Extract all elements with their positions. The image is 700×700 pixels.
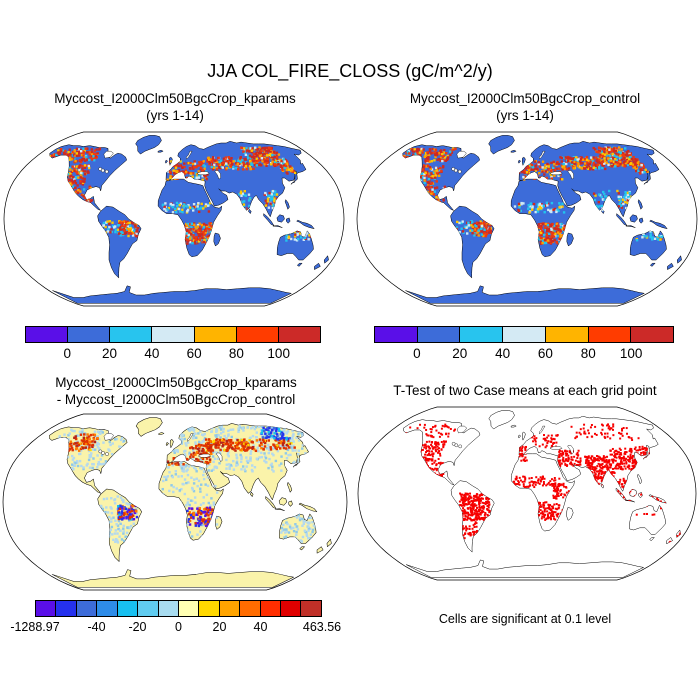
panel-title-bottom-left-line2: - Myccost_I2000Clm50BgcCrop_control	[56, 392, 296, 407]
colorbar-top-right: 0 20 40 60 80 100	[374, 326, 674, 362]
colorbar-top-left: 0 20 40 60 80 100	[25, 326, 321, 362]
panel-title-top-left-line2: (yrs 1-14)	[146, 108, 204, 123]
colorbar-segment	[587, 327, 631, 342]
colorbar-segment	[235, 327, 278, 342]
colorbar-tick-labels: 0 20 40 60 80 100	[25, 346, 321, 362]
colorbar-strip	[25, 326, 321, 343]
colorbar-segment	[177, 601, 199, 616]
colorbar-bottom-left: -1288.97 -40 -20 0 20 40 463.56	[10, 600, 341, 636]
map-bottom-left-difference	[2, 413, 348, 591]
panel-title-top-right-line2: (yrs 1-14)	[496, 108, 554, 123]
colorbar-tick-label: 20	[102, 346, 118, 361]
colorbar-tick-labels: -1288.97 -40 -20 0 20 40 463.56	[10, 620, 341, 636]
projection-outline	[2, 413, 348, 591]
colorbar-segment	[544, 327, 588, 342]
colorbar-segment	[375, 327, 417, 342]
world-map-top-left	[3, 131, 345, 307]
panel-title-top-left: Myccost_I2000Clm50BgcCrop_kparams (yrs 1…	[0, 90, 350, 124]
colorbar-tick-label: 100	[267, 346, 290, 361]
colorbar-segment	[300, 601, 321, 616]
colorbar-segment	[416, 327, 460, 342]
projection-outline	[356, 131, 698, 307]
colorbar-tick-label: 20	[452, 346, 468, 361]
colorbar-tick-label: -1288.97	[10, 620, 60, 634]
world-map-bottom-left	[2, 413, 348, 591]
inland-seas	[98, 433, 223, 462]
panel-title-bottom-right: T-Test of two Case means at each grid po…	[393, 383, 657, 398]
colorbar-segment	[502, 327, 545, 342]
colorbar-segment	[55, 601, 76, 616]
map-top-left	[3, 131, 345, 307]
landmasses	[403, 410, 681, 578]
panel-title-bottom-left: Myccost_I2000Clm50BgcCrop_kparams - Mycc…	[0, 374, 352, 408]
colorbar-tick-label: 0	[413, 346, 421, 361]
colorbar-segment	[151, 327, 194, 342]
colorbar-strip	[35, 600, 322, 617]
projection-outline	[3, 131, 345, 307]
colorbar-segment	[280, 601, 301, 616]
colorbar-segment	[109, 327, 152, 342]
colorbar-tick-label: 60	[537, 346, 553, 361]
world-map-bottom-right	[357, 406, 697, 581]
panel-title-top-right: Myccost_I2000Clm50BgcCrop_control (yrs 1…	[350, 90, 700, 124]
colorbar-segment	[137, 601, 158, 616]
colorbar-tick-label: 60	[186, 346, 202, 361]
colorbar-segment	[26, 327, 68, 342]
colorbar-segment	[96, 601, 117, 616]
map-top-right	[356, 131, 698, 307]
colorbar-tick-label: 20	[212, 620, 227, 634]
colorbar-segment	[459, 327, 503, 342]
panel-title-top-left-line1: Myccost_I2000Clm50BgcCrop_kparams	[54, 91, 296, 106]
panel-title-bottom-left-line1: Myccost_I2000Clm50BgcCrop_kparams	[55, 375, 297, 390]
colorbar-tick-label: 100	[619, 346, 643, 361]
colorbar-segment	[67, 327, 110, 342]
world-map-top-right	[356, 131, 698, 307]
colorbar-segment	[157, 601, 178, 616]
colorbar-tick-label: 40	[495, 346, 511, 361]
colorbar-tick-label: -40	[87, 620, 106, 634]
colorbar-segment	[198, 601, 219, 616]
colorbar-segment	[277, 327, 320, 342]
colorbar-tick-labels: 0 20 40 60 80 100	[374, 346, 674, 362]
significance-caption: Cells are significant at 0.1 level	[438, 612, 612, 626]
colorbar-strip	[374, 326, 674, 343]
map-bottom-right-ttest	[357, 406, 697, 581]
inland-seas	[451, 425, 574, 455]
colorbar-tick-label: 40	[144, 346, 160, 361]
colorbar-segment	[75, 601, 97, 616]
colorbar-tick-label: 0	[175, 620, 182, 634]
colorbar-tick-label: 80	[228, 346, 244, 361]
colorbar-segment	[218, 601, 240, 616]
colorbar-tick-label: 0	[63, 346, 72, 361]
colorbar-segment	[193, 327, 236, 342]
colorbar-segment	[116, 601, 138, 616]
colorbar-tick-label: 40	[253, 620, 268, 634]
colorbar-segment	[239, 601, 260, 616]
panel-title-top-right-line1: Myccost_I2000Clm50BgcCrop_control	[409, 91, 641, 106]
inland-seas	[451, 151, 574, 180]
inland-seas	[98, 151, 221, 180]
colorbar-segment	[630, 327, 674, 342]
colorbar-tick-label: 463.56	[302, 620, 342, 634]
colorbar-tick-label: 80	[580, 346, 596, 361]
projection-outline	[357, 406, 697, 581]
colorbar-tick-label: -20	[128, 620, 147, 634]
colorbar-segment	[259, 601, 281, 616]
colorbar-segment	[36, 601, 56, 616]
figure-title: JJA COL_FIRE_CLOSS (gC/m^2/y)	[207, 61, 493, 81]
